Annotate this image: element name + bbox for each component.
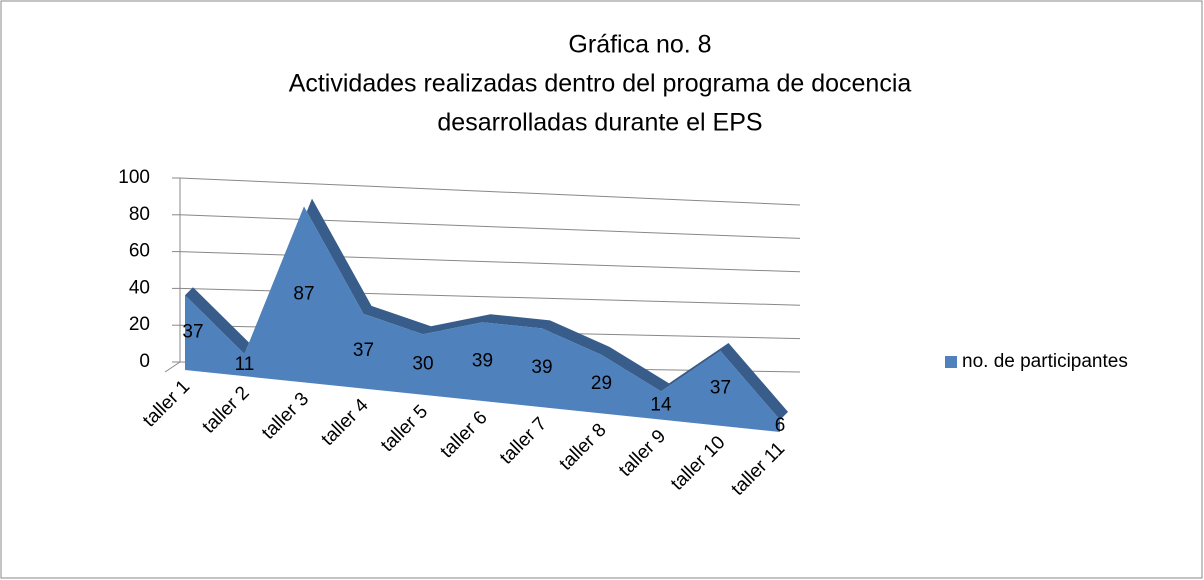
data-label: 39 — [472, 351, 493, 372]
grid-line — [179, 214, 801, 239]
legend-label: no. de participantes — [962, 351, 1128, 372]
data-label: 11 — [235, 354, 255, 375]
data-label: 39 — [531, 357, 552, 378]
chart-title: Gráfica no. 8 — [568, 31, 711, 59]
data-label: 30 — [412, 354, 433, 375]
y-tick-label: 0 — [139, 351, 150, 372]
y-tick-label: 60 — [129, 241, 150, 262]
data-label: 87 — [293, 284, 314, 305]
axis-line — [164, 361, 181, 373]
y-tick-label: 100 — [118, 167, 150, 188]
grid-line — [179, 177, 801, 206]
data-label: 37 — [353, 340, 374, 361]
chart-title: desarrolladas durante el EPS — [437, 109, 762, 137]
area — [185, 206, 780, 432]
y-tick-label: 40 — [129, 277, 150, 298]
area-top — [185, 198, 788, 420]
data-label: 6 — [775, 415, 786, 436]
data-label: 37 — [182, 322, 203, 343]
grid-line — [179, 251, 801, 273]
y-tick-label: 80 — [129, 204, 150, 225]
legend-swatch — [945, 356, 957, 368]
y-tick-label: 20 — [129, 314, 150, 335]
chart-title: Actividades realizadas dentro del progra… — [289, 70, 912, 98]
data-label: 29 — [591, 373, 612, 394]
data-label: 37 — [710, 377, 731, 398]
data-label: 14 — [650, 394, 672, 415]
